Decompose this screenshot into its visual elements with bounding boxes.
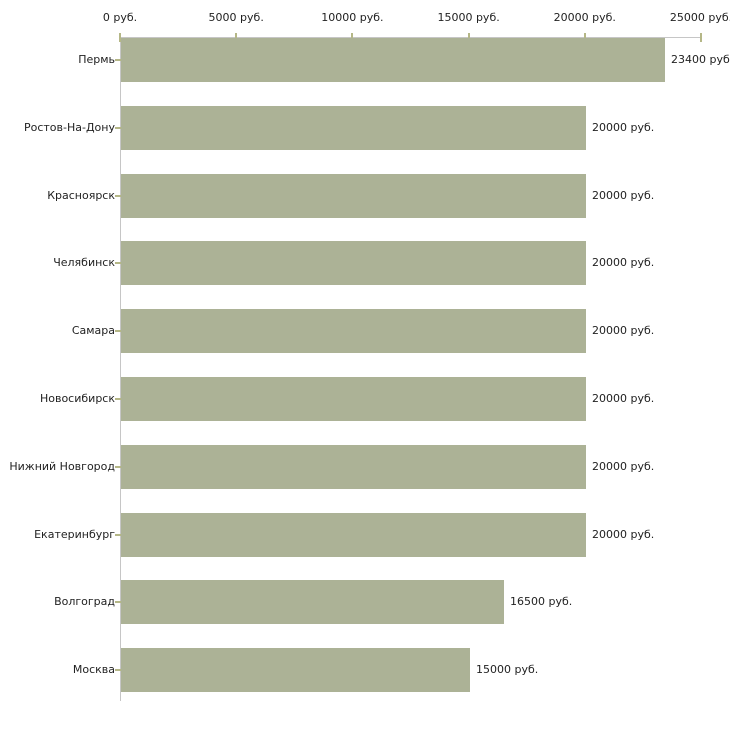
bar-value-label: 20000 руб. xyxy=(592,324,655,337)
y-axis-tick xyxy=(115,330,121,332)
category-label: Красноярск xyxy=(47,189,115,202)
x-axis-tick xyxy=(119,33,121,42)
bar-value-label: 20000 руб. xyxy=(592,189,655,202)
bar-value-label: 20000 руб. xyxy=(592,256,655,269)
x-axis-tick xyxy=(351,33,354,42)
y-axis-tick xyxy=(115,195,121,197)
bar xyxy=(121,38,665,82)
y-axis-tick xyxy=(115,601,121,603)
x-axis-tick-label: 10000 руб. xyxy=(321,11,384,24)
y-axis-tick xyxy=(115,466,121,468)
y-axis-tick xyxy=(115,398,121,400)
bar xyxy=(121,445,586,489)
category-label: Новосибирск xyxy=(39,392,115,405)
bar xyxy=(121,580,504,624)
bar-value-label: 16500 руб. xyxy=(510,595,573,608)
bar-value-label: 20000 руб. xyxy=(592,528,655,541)
category-label: Москва xyxy=(72,663,115,676)
category-label: Пермь xyxy=(78,53,115,66)
bar-value-label: 20000 руб. xyxy=(592,460,655,473)
category-label: Самара xyxy=(71,324,115,337)
x-axis-tick xyxy=(235,33,238,42)
bar-value-label: 20000 руб. xyxy=(592,121,655,134)
x-axis-tick-label: 20000 руб. xyxy=(553,11,616,24)
x-axis-tick xyxy=(700,33,702,42)
x-axis-tick-label: 5000 руб. xyxy=(208,11,264,24)
x-axis-line xyxy=(120,37,702,38)
category-label: Екатеринбург xyxy=(34,528,115,541)
bar xyxy=(121,241,586,285)
bar-value-label: 15000 руб. xyxy=(476,663,539,676)
x-axis-tick-label: 0 руб. xyxy=(102,11,138,24)
bar xyxy=(121,648,470,692)
bar xyxy=(121,513,586,557)
category-label: Нижний Новгород xyxy=(9,460,115,473)
y-axis-tick xyxy=(115,59,121,61)
y-axis-tick xyxy=(115,669,121,671)
bar-value-label: 23400 руб. xyxy=(671,53,730,66)
bar-value-label: 20000 руб. xyxy=(592,392,655,405)
category-label: Волгоград xyxy=(54,595,115,608)
x-axis-tick xyxy=(467,33,470,42)
category-label: Челябинск xyxy=(53,256,115,269)
bar xyxy=(121,377,586,421)
x-axis-tick-label: 15000 руб. xyxy=(437,11,500,24)
y-axis-line xyxy=(120,37,121,701)
x-axis-tick xyxy=(583,33,586,42)
y-axis-tick xyxy=(115,127,121,129)
bar xyxy=(121,309,586,353)
x-axis-tick-label: 25000 руб. xyxy=(669,11,730,24)
category-label: Ростов-На-Дону xyxy=(23,121,115,134)
bar xyxy=(121,174,586,218)
bar xyxy=(121,106,586,150)
y-axis-tick xyxy=(115,534,121,536)
y-axis-tick xyxy=(115,262,121,264)
